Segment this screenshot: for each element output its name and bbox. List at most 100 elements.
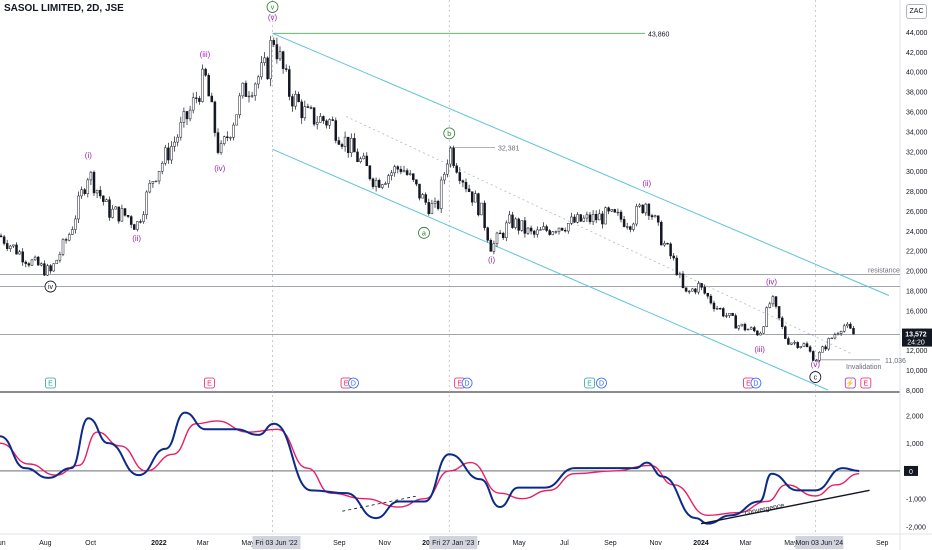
price-tick-label: 30,000: [906, 169, 928, 176]
candle-body: [297, 93, 300, 103]
candle-body: [412, 173, 415, 180]
price-tick-label: 24,000: [906, 229, 928, 236]
candle-body: [269, 40, 272, 80]
wave-label: iv: [48, 284, 54, 291]
candle-body: [80, 189, 83, 197]
candle-body: [461, 180, 465, 183]
candle-body: [402, 170, 406, 173]
oscillator-tick-label: 2,000: [906, 413, 924, 420]
candle-body: [40, 263, 43, 266]
candle-body: [734, 315, 737, 329]
candle-body: [263, 57, 266, 64]
candle-body: [359, 158, 362, 163]
price-tick-label: 10,000: [906, 368, 928, 375]
price-tick-label: 20,000: [906, 269, 928, 276]
candle-body: [728, 313, 731, 316]
candle-body: [52, 263, 55, 272]
wave-label: a: [422, 230, 426, 237]
earnings-marker: [45, 377, 56, 389]
candle-body: [799, 346, 803, 348]
candle-body: [511, 214, 514, 228]
candle-body: [697, 283, 700, 293]
price-tick-label: 26,000: [906, 209, 928, 216]
candle-body: [551, 231, 555, 235]
crosshair-date-badge: [252, 536, 301, 549]
candle-body: [749, 327, 753, 330]
candle-body: [638, 204, 641, 207]
candle-body: [443, 173, 446, 181]
candle-body: [322, 116, 325, 122]
wave-b-price-label: 32,381: [498, 145, 520, 152]
candle-body: [520, 220, 524, 231]
candle-body: [198, 98, 201, 102]
candle-body: [381, 184, 384, 188]
candle-body: [424, 194, 427, 203]
candle-body: [170, 146, 173, 161]
candle-body: [350, 138, 353, 154]
candle-body: [288, 69, 291, 97]
candle-body: [393, 166, 396, 174]
wave-label: (i): [488, 256, 495, 265]
candle-body: [222, 136, 226, 144]
time-tick-label: May: [512, 540, 526, 547]
candle-body: [176, 136, 179, 143]
candle-body: [594, 213, 598, 221]
candle-body: [706, 293, 710, 297]
candle-body: [514, 218, 517, 228]
candle-body: [356, 151, 359, 163]
currency-label[interactable]: ZAC: [906, 4, 927, 19]
candle-body: [486, 227, 489, 241]
wave-label: (iv): [766, 278, 777, 287]
candle-body: [449, 147, 452, 165]
candle-body: [691, 288, 694, 292]
crosshair-date-label: Fri 03 Jun '22: [255, 540, 297, 547]
invalidation-price-label: 11,036: [885, 358, 906, 365]
candle-body: [625, 226, 629, 228]
candle-body: [105, 199, 108, 202]
candle-body: [340, 144, 344, 147]
earnings-marker: [204, 377, 215, 389]
candle-body: [784, 326, 787, 339]
candle-body: [567, 223, 570, 232]
candle-body: [95, 189, 99, 194]
wave-label-circle: [266, 1, 279, 13]
candle-body: [421, 194, 424, 199]
candle-body: [830, 337, 834, 340]
candle-body: [660, 221, 663, 246]
candle-body: [687, 290, 691, 293]
candle-body: [836, 333, 840, 335]
candle-body: [148, 182, 152, 193]
candle-body: [46, 265, 49, 276]
candle-body: [74, 218, 77, 230]
price-tick-label: 8,000: [906, 388, 924, 395]
candle-body: [15, 244, 18, 255]
wave-label-circle: [44, 280, 57, 293]
candle-body: [585, 214, 589, 219]
candle-body: [647, 203, 651, 216]
candle-body: [278, 51, 282, 60]
wave-label: b: [447, 131, 451, 138]
chart-title: SASOL LIMITED, 2D, JSE: [4, 3, 124, 14]
time-tick-label: Mar: [740, 540, 753, 547]
wave-label: (iv): [214, 164, 225, 173]
candle-body: [433, 200, 437, 204]
event-marker-label: E: [746, 381, 751, 388]
dividend-marker: [348, 377, 359, 389]
oscillator-trendline-1: [342, 495, 418, 512]
candle-body: [136, 221, 139, 230]
candle-body: [92, 171, 96, 194]
candle-body: [774, 296, 778, 307]
candle-body: [117, 206, 121, 222]
candle-body: [365, 155, 369, 167]
candle-body: [191, 97, 195, 111]
time-tick-label: Sep: [604, 540, 617, 547]
candle-body: [201, 68, 204, 102]
candle-body: [474, 193, 477, 203]
candle-body: [182, 111, 186, 123]
candle-body: [570, 216, 573, 224]
candle-body: [300, 101, 303, 119]
peak-price-label: 43,860: [648, 31, 670, 38]
price-tick-label: 34,000: [906, 129, 928, 136]
candle-body: [539, 229, 542, 231]
